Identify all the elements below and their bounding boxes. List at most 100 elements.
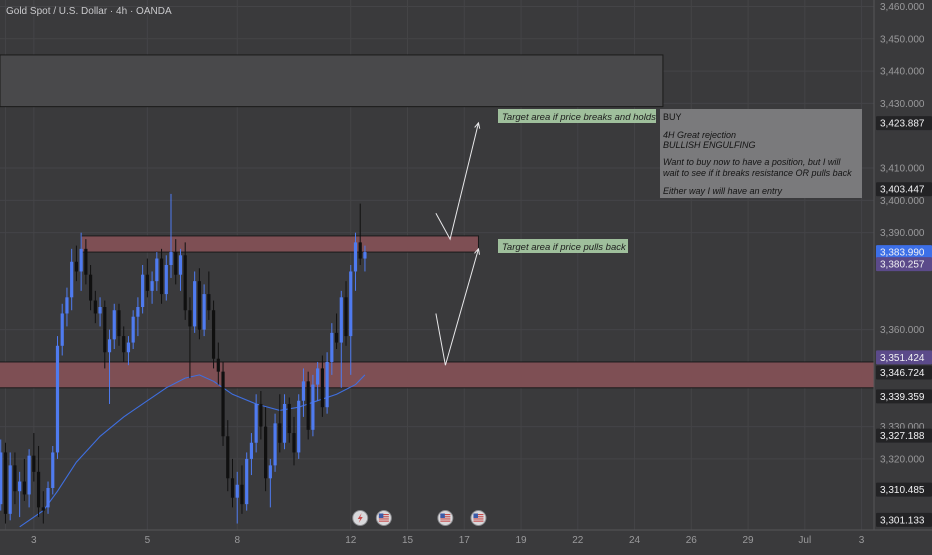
candle: [159, 248, 164, 304]
price-label: 3,327.188: [876, 428, 932, 443]
candle: [174, 239, 178, 285]
candle: [211, 300, 216, 369]
y-tick-label: 3,360.000: [880, 325, 925, 336]
price-label-value: 3,423.887: [880, 119, 925, 130]
price-label-value: 3,380.257: [880, 260, 925, 271]
candle: [259, 391, 263, 440]
candle: [282, 394, 287, 450]
y-tick-label: 3,390.000: [880, 228, 925, 239]
x-tick-label: 24: [629, 535, 641, 546]
candle: [268, 458, 272, 508]
resistance-zone[interactable]: [80, 235, 479, 253]
candle: [353, 232, 358, 291]
candle: [98, 297, 102, 327]
x-tick-label: 19: [515, 535, 527, 546]
candle: [311, 374, 315, 437]
projection-paths: [435, 121, 481, 366]
us-flag-event-icon[interactable]: [437, 510, 454, 526]
price-label: 3,346.724: [876, 365, 932, 380]
pullback-path[interactable]: [435, 248, 479, 366]
y-tick-label: 3,440.000: [880, 67, 925, 78]
candle: [344, 281, 348, 346]
events-layer[interactable]: [352, 510, 487, 526]
candle: [46, 481, 50, 514]
price-label-value: 3,327.188: [880, 431, 925, 442]
price-axis[interactable]: 3,460.000 3,450.000 3,440.000 3,430.000 3,41…: [873, 0, 932, 530]
info-box-line-5: wait to see if it breaks resistance OR p…: [663, 168, 852, 178]
pullback-label-group[interactable]: Target area if price pulls back: [498, 239, 628, 253]
candle: [349, 265, 353, 375]
candle: [306, 371, 310, 440]
candle: [264, 407, 268, 492]
x-tick-label: 12: [345, 535, 357, 546]
candle: [79, 232, 83, 291]
candle: [297, 394, 301, 459]
candle: [93, 290, 97, 324]
candle: [278, 394, 282, 453]
breaks-label-group[interactable]: Target area if price breaks and holds: [498, 109, 656, 123]
candle: [240, 465, 244, 514]
price-label: 3,403.447: [876, 182, 932, 197]
news-flash-icon[interactable]: [352, 510, 369, 526]
pullback-label: Target area if price pulls back: [502, 242, 627, 253]
candle: [70, 248, 74, 311]
candle: [358, 203, 362, 265]
candle: [273, 413, 277, 472]
price-label-value: 3,351.424: [880, 353, 925, 364]
price-label-value: 3,403.447: [880, 185, 925, 196]
us-flag-event-icon[interactable]: [470, 510, 487, 526]
price-label: 3,310.485: [876, 482, 932, 497]
info-box-line-2: 4H Great rejection: [663, 130, 736, 140]
candle: [8, 452, 12, 521]
breakout-path[interactable]: [435, 122, 479, 241]
candle: [320, 355, 324, 417]
candle: [131, 310, 135, 350]
candle: [89, 265, 93, 311]
candle: [316, 361, 320, 401]
supply-zone[interactable]: [0, 54, 664, 108]
price-label-value: 3,383.990: [880, 248, 925, 259]
candle: [254, 394, 258, 453]
x-tick-label: 26: [686, 535, 698, 546]
symbol-title: Gold Spot / U.S. Dollar · 4h · OANDA: [6, 6, 172, 17]
price-label-value: 3,310.485: [880, 485, 925, 496]
candle: [188, 297, 192, 379]
candle: [13, 452, 17, 505]
candle: [363, 245, 367, 272]
price-label-value: 3,301.133: [880, 515, 925, 526]
x-tick-label: 5: [145, 535, 151, 546]
candle: [339, 290, 343, 388]
candle: [65, 287, 69, 327]
candle: [287, 397, 291, 443]
x-tick-label: 22: [572, 535, 584, 546]
candle: [325, 352, 329, 414]
candle: [18, 471, 22, 518]
x-tick-label: Jul: [798, 535, 811, 546]
support-zone[interactable]: [0, 361, 877, 389]
zones-layer: [0, 54, 877, 389]
price-label: 3,351.424: [876, 350, 932, 365]
info-box[interactable]: BUY 4H Great rejection BULLISH ENGULFING…: [660, 109, 862, 198]
candle: [145, 258, 149, 298]
x-tick-label: 3: [31, 535, 37, 546]
price-label-value: 3,346.724: [880, 368, 925, 379]
candle: [51, 445, 55, 495]
candle: [334, 313, 339, 350]
candle: [207, 271, 211, 320]
candles-layer: [0, 193, 367, 524]
candle: [112, 303, 116, 350]
candle: [230, 458, 235, 508]
candle: [74, 245, 79, 282]
us-flag-event-icon[interactable]: [375, 510, 392, 526]
candle: [221, 361, 225, 446]
candle: [41, 491, 45, 524]
candle: [150, 271, 154, 304]
candle: [136, 297, 140, 337]
candle: [107, 329, 112, 404]
time-axis[interactable]: 3 5 8 12 15 17 19 22 24 26 29 Jul 3: [0, 529, 932, 550]
x-tick-label: 8: [234, 535, 240, 546]
y-tick-label: 3,410.000: [880, 164, 925, 175]
y-tick-label: 3,330.000: [880, 422, 925, 433]
